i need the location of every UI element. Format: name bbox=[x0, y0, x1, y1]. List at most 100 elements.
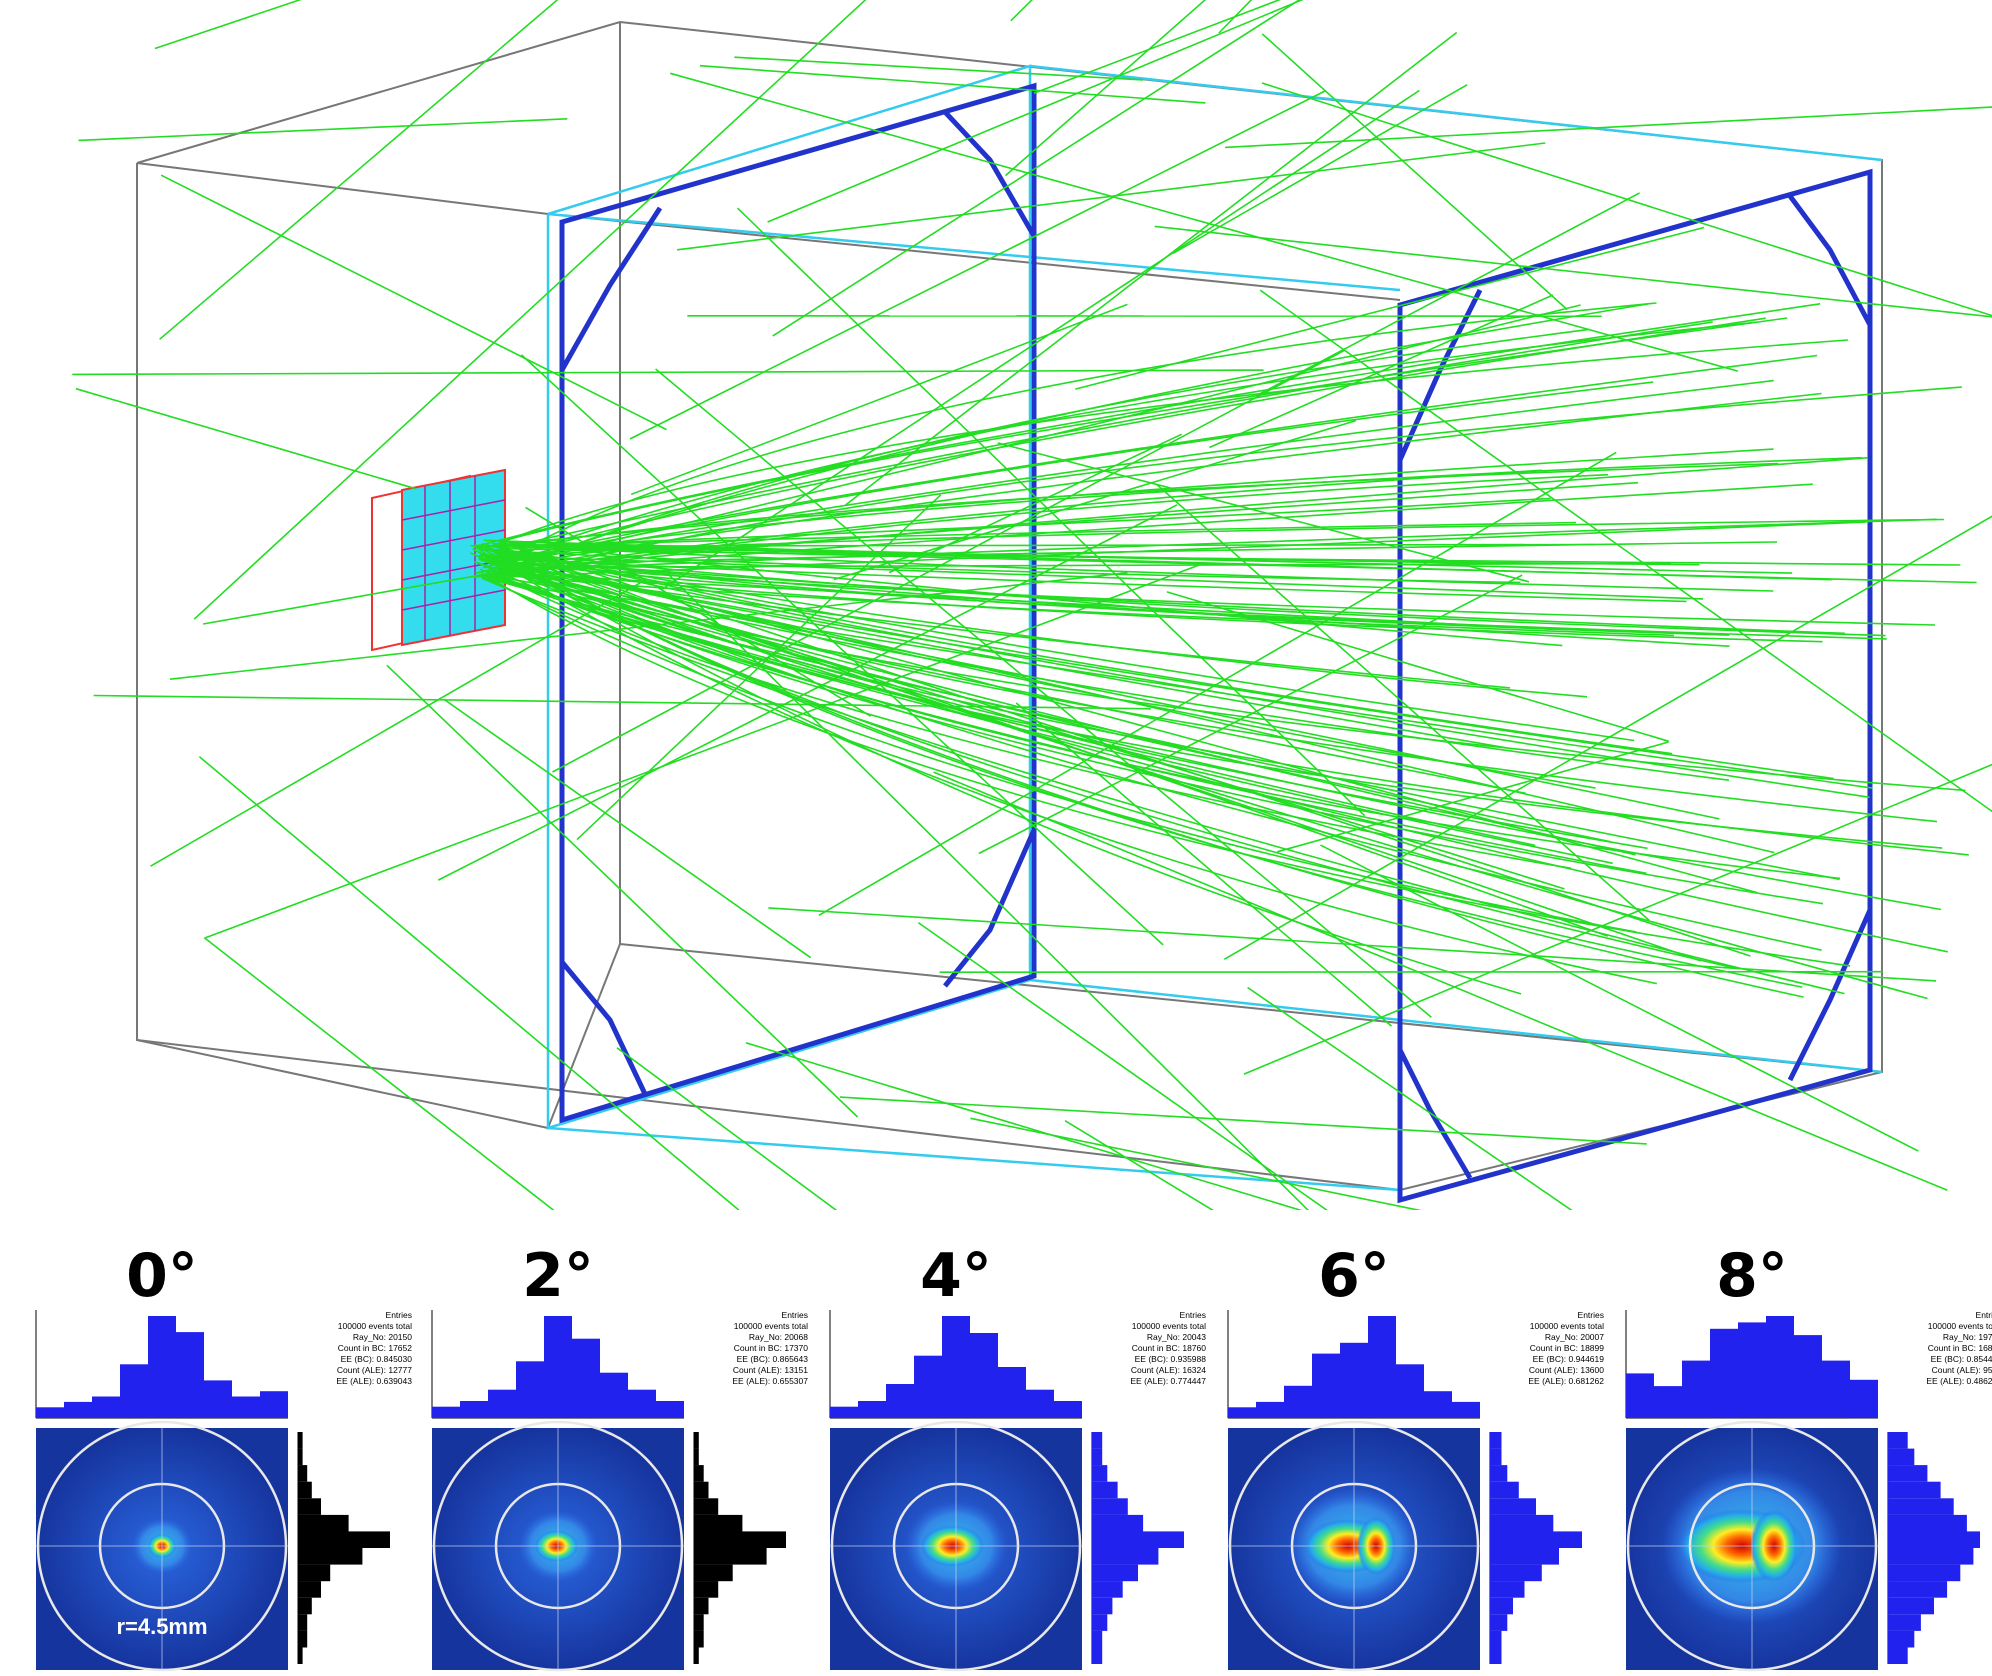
stray-ray-track bbox=[205, 564, 1199, 939]
stray-ray-track bbox=[93, 694, 1151, 710]
side-histogram bbox=[1091, 1432, 1184, 1664]
side-hist-bar bbox=[694, 1531, 786, 1548]
ray-track bbox=[482, 573, 1873, 789]
stats-line: Ray_No: 20007 bbox=[1545, 1332, 1604, 1342]
top-hist-bar bbox=[1284, 1385, 1312, 1418]
stray-ray-track bbox=[669, 72, 1739, 372]
side-hist-bar bbox=[1490, 1448, 1502, 1466]
side-hist-bar bbox=[1092, 1514, 1144, 1532]
side-hist-bar bbox=[1888, 1581, 1948, 1598]
side-hist-bar bbox=[1490, 1465, 1508, 1482]
stray-ray-track bbox=[160, 174, 667, 431]
stats-line: Count in BC: 17370 bbox=[734, 1343, 808, 1353]
side-hist-bar bbox=[298, 1432, 303, 1449]
top-hist-bar bbox=[1626, 1373, 1654, 1418]
ray-track bbox=[500, 574, 1674, 637]
stray-ray-track bbox=[616, 1047, 838, 1210]
stray-ray-track bbox=[1154, 225, 1992, 318]
stats-line: Count (ALE): 12777 bbox=[337, 1365, 412, 1375]
stray-ray-track bbox=[576, 494, 942, 841]
stats-line: Count (ALE): 16324 bbox=[1131, 1365, 1206, 1375]
top-hist-bar bbox=[1256, 1401, 1284, 1418]
top-hist-bar bbox=[1368, 1316, 1396, 1418]
ray-track bbox=[481, 572, 1851, 967]
side-hist-bar bbox=[1092, 1448, 1103, 1466]
stats-line: 100000 events total bbox=[1132, 1321, 1206, 1331]
stats-line: Ray_No: 20043 bbox=[1147, 1332, 1206, 1342]
side-hist-bar bbox=[298, 1597, 312, 1615]
ray-track bbox=[505, 542, 1751, 957]
top-hist-bar bbox=[460, 1401, 488, 1418]
stray-ray-track bbox=[78, 118, 568, 142]
spot-map bbox=[830, 1420, 1082, 1672]
side-hist-bar bbox=[1092, 1614, 1108, 1631]
top-hist-bar bbox=[1682, 1360, 1710, 1418]
stray-ray-track bbox=[1276, 741, 1669, 853]
stats-line: Count (ALE): 9582 bbox=[1932, 1365, 1992, 1375]
top-hist-bar bbox=[1822, 1360, 1850, 1418]
ray-track bbox=[486, 483, 1813, 576]
top-hist-bar bbox=[1424, 1391, 1452, 1418]
stats-line: Ray_No: 19704 bbox=[1943, 1332, 1992, 1342]
top-hist-bar bbox=[1026, 1389, 1054, 1418]
ray-track bbox=[493, 321, 1713, 552]
top-hist-bar bbox=[120, 1364, 148, 1418]
ray-track bbox=[501, 571, 1720, 820]
side-histogram bbox=[1887, 1432, 1980, 1664]
spot-map bbox=[1228, 1420, 1480, 1672]
ray-track bbox=[497, 521, 1866, 578]
stray-ray-track bbox=[202, 545, 644, 625]
stats-line: Entries bbox=[1180, 1310, 1206, 1320]
side-hist-bar bbox=[694, 1597, 709, 1615]
stray-ray-track bbox=[939, 970, 1883, 974]
stray-ray-track bbox=[525, 506, 872, 717]
stray-ray-track bbox=[1320, 844, 1919, 1152]
stats-line: EE (ALE): 0.655307 bbox=[732, 1376, 808, 1386]
side-hist-bar bbox=[298, 1481, 312, 1499]
stray-ray-track bbox=[1166, 591, 1670, 743]
ray-track bbox=[474, 544, 1870, 799]
stray-ray-track bbox=[917, 921, 1328, 1210]
top-hist-bar bbox=[942, 1316, 970, 1418]
stats-line: Entries bbox=[782, 1310, 808, 1320]
ray-track bbox=[479, 547, 1822, 951]
ray-track bbox=[478, 573, 1637, 933]
side-hist-bar bbox=[694, 1448, 699, 1466]
stray-ray-track bbox=[699, 64, 1206, 104]
stats-line: Count in BC: 16836 bbox=[1928, 1343, 1992, 1353]
top-histogram bbox=[431, 1310, 684, 1419]
side-hist-bar bbox=[1888, 1481, 1941, 1499]
stats-line: EE (BC): 0.854445 bbox=[1931, 1354, 1992, 1364]
angle-label: 0° bbox=[126, 1241, 198, 1311]
ray-track bbox=[508, 558, 1687, 603]
stats-line: 100000 events total bbox=[1530, 1321, 1604, 1331]
side-hist-bar bbox=[1888, 1614, 1921, 1631]
side-hist-bar bbox=[1490, 1531, 1582, 1548]
stray-ray-track bbox=[552, 349, 1346, 773]
stray-ray-track bbox=[629, 90, 1326, 440]
spot-map: r=4.5mm bbox=[36, 1420, 288, 1672]
stray-ray-track bbox=[655, 368, 1432, 1018]
side-hist-bar bbox=[1092, 1630, 1103, 1648]
stray-ray-track bbox=[1259, 289, 1992, 813]
ray-track bbox=[495, 317, 1766, 561]
side-hist-bar bbox=[1092, 1498, 1128, 1515]
stats-line: EE (ALE): 0.486297 bbox=[1926, 1376, 1992, 1386]
side-hist-bar bbox=[1888, 1564, 1961, 1582]
side-hist-bar bbox=[1092, 1531, 1184, 1548]
top-hist-bar bbox=[1452, 1401, 1480, 1418]
top-hist-bar bbox=[1340, 1342, 1368, 1418]
stray-ray-track bbox=[736, 207, 1366, 817]
ray-track bbox=[503, 317, 1788, 542]
stray-ray-track bbox=[1256, 192, 1640, 397]
top-hist-bar bbox=[886, 1384, 914, 1418]
top-hist-bar bbox=[544, 1316, 572, 1418]
stray-ray-track bbox=[1247, 986, 1573, 1210]
side-hist-bar bbox=[1490, 1630, 1502, 1648]
ray-track bbox=[501, 566, 1636, 856]
spot-map bbox=[432, 1420, 684, 1672]
stray-ray-track bbox=[839, 1096, 1647, 1145]
top-hist-bar bbox=[970, 1333, 998, 1418]
